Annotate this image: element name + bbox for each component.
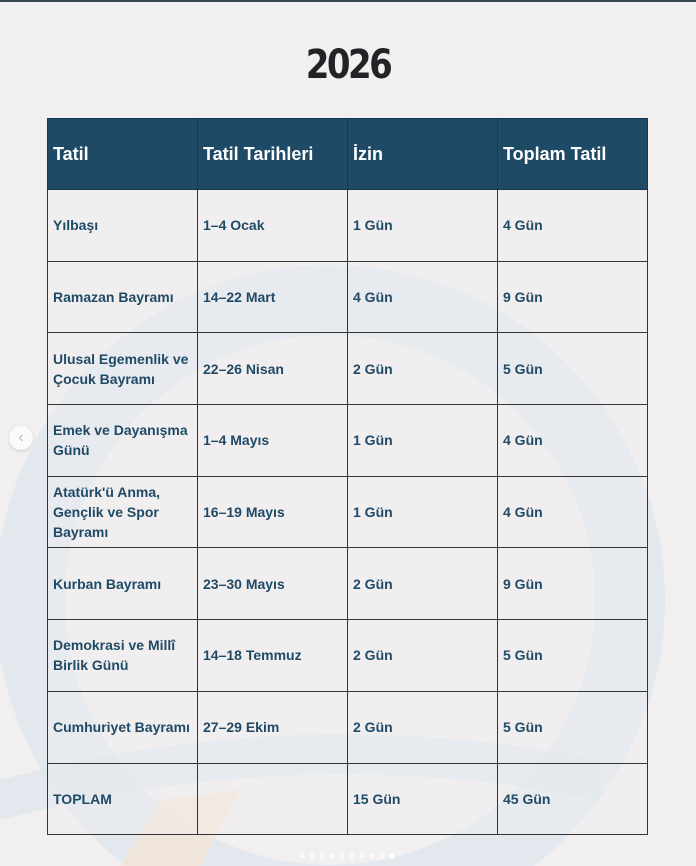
carousel-dot[interactable] xyxy=(319,853,325,859)
table-cell: 2 Gün xyxy=(347,547,498,621)
carousel-dot[interactable] xyxy=(389,853,395,859)
table-cell: 45 Gün xyxy=(497,762,648,836)
table-cell: 5 Gün xyxy=(497,690,648,764)
table-cell: 1 Gün xyxy=(347,189,498,262)
table-row: Yılbaşı 1–4 Ocak 1 Gün 4 Gün xyxy=(47,189,648,262)
table-cell: Ulusal Egemenlik ve Çocuk Bayramı xyxy=(47,332,198,406)
table-cell: TOPLAM xyxy=(47,762,198,836)
table-row: Ulusal Egemenlik ve Çocuk Bayramı 22–26 N… xyxy=(47,332,648,406)
table-cell: 1 Gün xyxy=(347,404,498,477)
table-cell: 4 Gün xyxy=(497,189,648,262)
page-title: 2026 xyxy=(305,42,393,88)
carousel-dot[interactable] xyxy=(349,853,355,859)
table-cell: 2 Gün xyxy=(347,619,498,692)
holiday-table: Tatil Tatil Tarihleri İzin Toplam Tatil … xyxy=(47,118,648,836)
table-cell: Emek ve Dayanışma Günü xyxy=(47,404,198,477)
col-header: İzin xyxy=(347,118,498,190)
table-cell: 4 Gün xyxy=(497,475,648,549)
table-row: Atatürk'ü Anma, Gençlik ve Spor Bayramı 1… xyxy=(47,475,648,549)
table-row: Kurban Bayramı 23–30 Mayıs 2 Gün 9 Gün xyxy=(47,547,648,621)
carousel-dot[interactable] xyxy=(329,853,335,859)
table-cell xyxy=(197,762,348,836)
table-row: Emek ve Dayanışma Günü 1–4 Mayıs 1 Gün 4 Gü… xyxy=(47,404,648,477)
table-cell: Demokrasi ve Millî Birlik Günü xyxy=(47,619,198,692)
table-cell: Yılbaşı xyxy=(47,189,198,262)
carousel-dot[interactable] xyxy=(339,853,345,859)
table-cell: Ramazan Bayramı xyxy=(47,260,198,334)
table-row: TOPLAM 15 Gün 45 Gün xyxy=(47,762,648,836)
carousel-indicator xyxy=(299,853,395,859)
table-cell: 15 Gün xyxy=(347,762,498,836)
carousel-dot[interactable] xyxy=(309,853,315,859)
carousel-dot[interactable] xyxy=(359,853,365,859)
table-header-row: Tatil Tatil Tarihleri İzin Toplam Tatil xyxy=(47,118,648,190)
table-cell: Kurban Bayramı xyxy=(47,547,198,621)
table-cell: 22–26 Nisan xyxy=(197,332,348,406)
table-cell: 23–30 Mayıs xyxy=(197,547,348,621)
col-header: Toplam Tatil xyxy=(497,118,648,190)
carousel-dot[interactable] xyxy=(379,853,385,859)
table-cell: 27–29 Ekim xyxy=(197,690,348,764)
col-header: Tatil xyxy=(47,118,198,190)
table-row: Ramazan Bayramı 14–22 Mart 4 Gün 9 Gün xyxy=(47,260,648,334)
table-cell: 9 Gün xyxy=(497,547,648,621)
chevron-left-icon: ‹ xyxy=(18,429,24,446)
table-cell: 2 Gün xyxy=(347,690,498,764)
table-cell: 4 Gün xyxy=(497,404,648,477)
table-cell: 16–19 Mayıs xyxy=(197,475,348,549)
table-cell: 4 Gün xyxy=(347,260,498,334)
previous-slide-button[interactable]: ‹ xyxy=(9,426,33,450)
table-cell: 1–4 Mayıs xyxy=(197,404,348,477)
table-cell: 1–4 Ocak xyxy=(197,189,348,262)
table-cell: Atatürk'ü Anma, Gençlik ve Spor Bayramı xyxy=(47,475,198,549)
carousel-dot[interactable] xyxy=(299,853,305,859)
table-cell: 1 Gün xyxy=(347,475,498,549)
table-cell: 5 Gün xyxy=(497,619,648,692)
col-header: Tatil Tarihleri xyxy=(197,118,348,190)
table-cell: 14–22 Mart xyxy=(197,260,348,334)
carousel-dot[interactable] xyxy=(369,853,375,859)
table-cell: 5 Gün xyxy=(497,332,648,406)
table-cell: 14–18 Temmuz xyxy=(197,619,348,692)
table-row: Cumhuriyet Bayramı 27–29 Ekim 2 Gün 5 Gün xyxy=(47,690,648,764)
top-edge xyxy=(0,0,696,2)
table-cell: Cumhuriyet Bayramı xyxy=(47,690,198,764)
table-cell: 9 Gün xyxy=(497,260,648,334)
table-cell: 2 Gün xyxy=(347,332,498,406)
table-row: Demokrasi ve Millî Birlik Günü 14–18 Temm… xyxy=(47,619,648,692)
